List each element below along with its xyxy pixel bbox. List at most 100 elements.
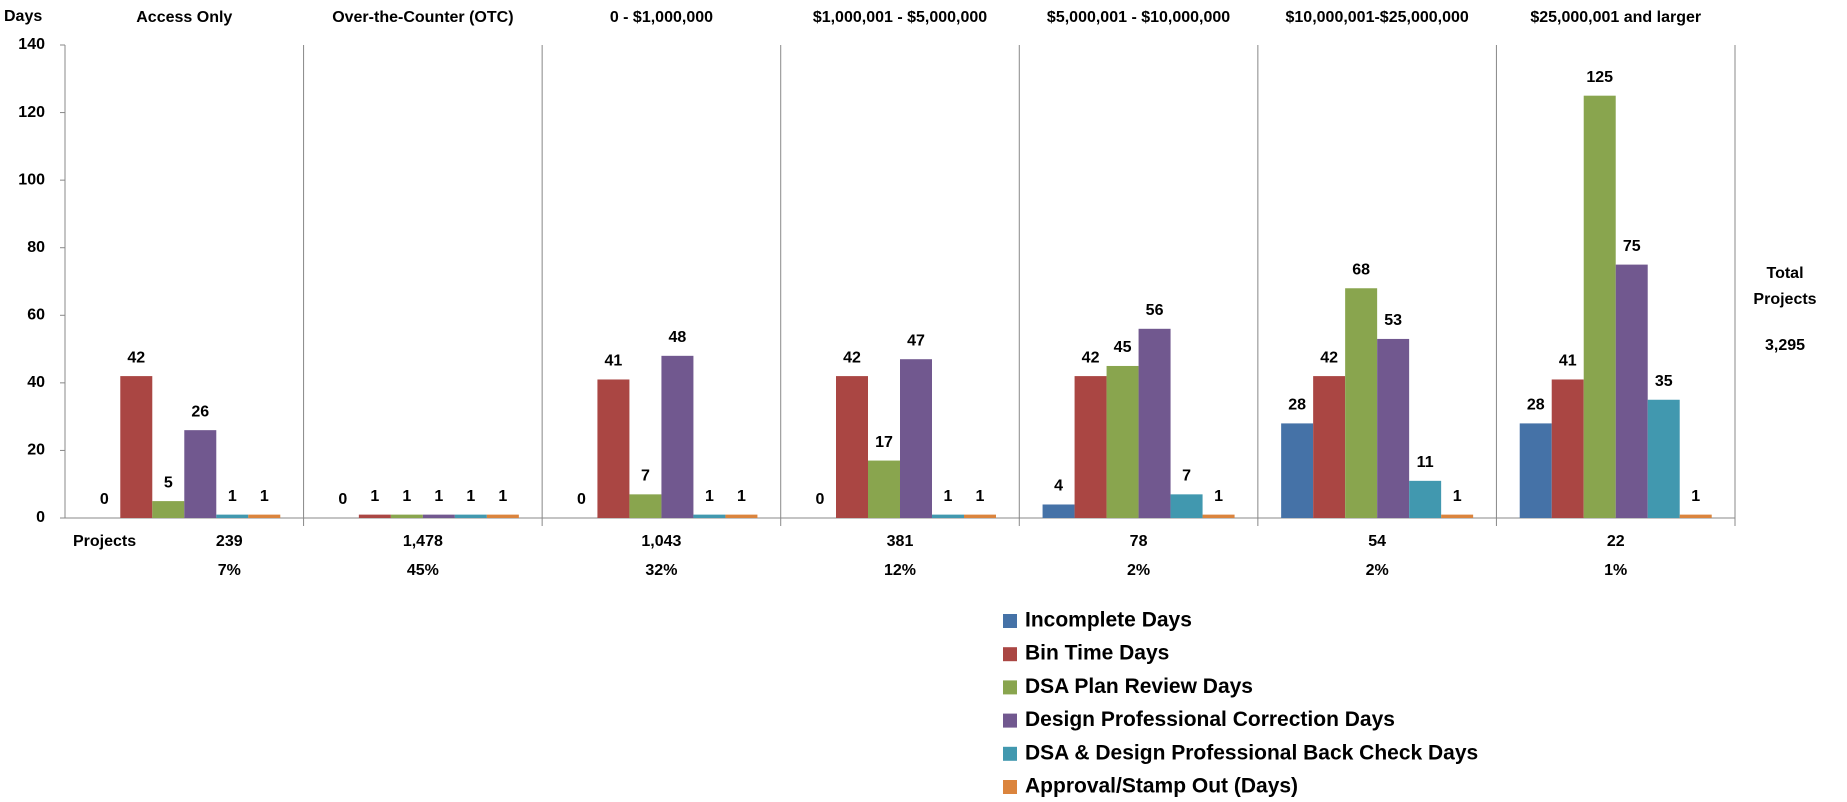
bar: [184, 430, 217, 518]
category-label: 0 - $1,000,000: [610, 9, 713, 26]
value-label: 75: [1623, 238, 1641, 255]
project-count: 381: [887, 533, 914, 550]
value-label: 41: [605, 353, 623, 370]
y-tick-label: 100: [18, 171, 45, 188]
y-axis-label: Days: [4, 8, 42, 25]
value-label: 35: [1655, 373, 1673, 390]
y-tick-label: 140: [18, 36, 45, 53]
bar: [1377, 338, 1410, 518]
project-count: 239: [216, 533, 243, 550]
bar: [248, 514, 281, 518]
project-share: 1%: [1604, 562, 1627, 579]
category-label: Access Only: [136, 9, 232, 26]
bar: [1583, 95, 1616, 518]
y-tick-label: 120: [18, 104, 45, 121]
bar: [120, 376, 153, 518]
value-label: 45: [1114, 339, 1132, 356]
bar: [454, 514, 487, 518]
value-label: 47: [907, 332, 925, 349]
project-count: 54: [1368, 533, 1386, 550]
bar: [900, 359, 932, 518]
bar: [1138, 328, 1171, 518]
bar: [1074, 376, 1107, 518]
project-share: 7%: [218, 562, 241, 579]
bar: [1615, 264, 1648, 518]
value-label: 56: [1146, 302, 1164, 319]
value-label: 28: [1527, 397, 1545, 414]
bar: [486, 514, 519, 518]
value-label: 0: [338, 491, 347, 508]
project-share: 32%: [645, 562, 677, 579]
bar: [1106, 365, 1139, 518]
bar: [1409, 480, 1442, 518]
project-count: 78: [1130, 533, 1148, 550]
bar: [1647, 399, 1680, 518]
value-label: 0: [816, 491, 825, 508]
legend-label: Approval/Stamp Out (Days): [1025, 775, 1298, 798]
value-label: 1: [705, 488, 714, 505]
value-label: 5: [164, 474, 173, 491]
bar: [725, 514, 758, 518]
value-label: 42: [1320, 349, 1338, 366]
value-label: 17: [875, 434, 893, 451]
value-label: 11: [1417, 454, 1434, 471]
bar: [1441, 514, 1474, 518]
legend-swatch: [1003, 647, 1017, 662]
bar: [964, 514, 996, 518]
value-label: 0: [100, 491, 109, 508]
value-label: 41: [1559, 353, 1577, 370]
project-share: 2%: [1366, 562, 1389, 579]
value-label: 1: [944, 488, 953, 505]
projects-label: Projects: [73, 533, 136, 550]
project-count: 1,478: [403, 533, 443, 550]
project-count: 1,043: [641, 533, 681, 550]
category-label: Over-the-Counter (OTC): [332, 9, 513, 26]
legend-swatch: [1003, 614, 1017, 628]
total-label: Projects: [1753, 291, 1816, 308]
legend-label: DSA Plan Review Days: [1025, 675, 1253, 698]
value-label: 1: [370, 488, 379, 505]
legend-label: Design Professional Correction Days: [1025, 708, 1395, 731]
project-share: 2%: [1127, 562, 1150, 579]
value-label: 1: [466, 488, 475, 505]
project-share: 12%: [884, 562, 916, 579]
bar: [152, 501, 185, 518]
y-tick-label: 0: [36, 509, 45, 526]
bar: [1551, 379, 1584, 518]
bar: [597, 379, 630, 518]
legend-label: Bin Time Days: [1025, 642, 1169, 665]
value-label: 125: [1586, 69, 1613, 86]
legend-label: DSA & Design Professional Back Check Day…: [1025, 741, 1478, 764]
value-label: 7: [641, 468, 650, 485]
category-label: $5,000,001 - $10,000,000: [1047, 9, 1230, 26]
project-count: 22: [1607, 533, 1625, 550]
legend-swatch: [1003, 780, 1017, 794]
value-label: 1: [737, 488, 746, 505]
bar: [422, 514, 455, 518]
category-label: $1,000,001 - $5,000,000: [813, 9, 987, 26]
y-tick-label: 60: [27, 307, 45, 324]
y-tick-label: 80: [27, 239, 45, 256]
bar: [358, 514, 391, 518]
legend-swatch: [1003, 713, 1017, 728]
legend-swatch: [1003, 746, 1017, 761]
bar: [1313, 376, 1346, 518]
bar: [1202, 514, 1235, 518]
value-label: 0: [577, 491, 586, 508]
value-label: 68: [1352, 261, 1370, 278]
value-label: 1: [976, 488, 985, 505]
bar: [1679, 514, 1712, 518]
bar: [629, 494, 662, 518]
value-label: 48: [669, 329, 687, 346]
legend-swatch: [1003, 680, 1017, 695]
value-label: 42: [127, 349, 145, 366]
total-label: Total: [1766, 265, 1803, 282]
bar: [1519, 423, 1552, 518]
y-tick-label: 40: [27, 374, 45, 391]
value-label: 1: [402, 488, 411, 505]
project-share: 45%: [407, 562, 439, 579]
value-label: 4: [1054, 478, 1063, 495]
value-label: 1: [260, 488, 269, 505]
legend-label: Incomplete Days: [1025, 609, 1192, 632]
